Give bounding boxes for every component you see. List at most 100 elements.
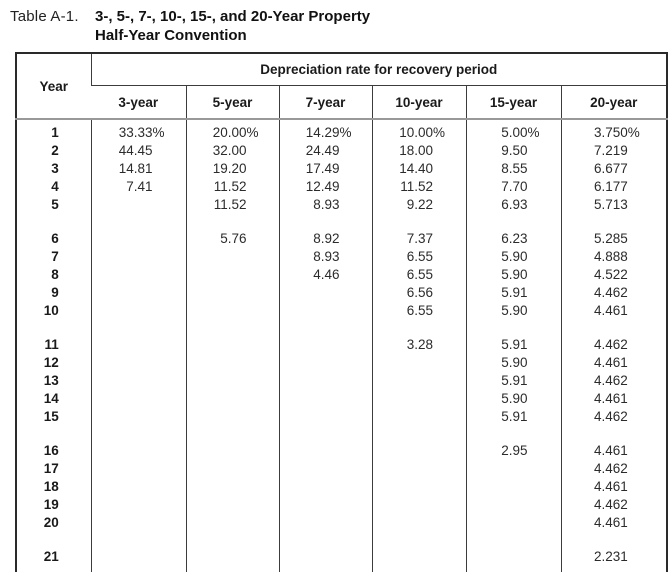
rate-cell	[278, 354, 372, 372]
rate-cell: 11.52	[185, 196, 279, 214]
column-header-3-year: 3-year	[91, 85, 186, 120]
group-spacer-row	[16, 532, 667, 548]
rate-cell: 2.231	[560, 548, 667, 572]
rate-cell	[90, 548, 186, 572]
spacer-cell	[371, 426, 466, 442]
rate-cell	[185, 460, 279, 478]
rate-cell: 7.37	[371, 230, 466, 248]
year-cell: 14	[43, 391, 59, 406]
column-header-20-year: 20-year	[560, 85, 667, 120]
rate-cell	[90, 248, 186, 266]
depreciation-table: Year Depreciation rate for recovery peri…	[15, 52, 668, 572]
table-row: 17 4.462	[16, 460, 667, 478]
rate-cell	[185, 442, 279, 460]
rate-cell	[185, 478, 279, 496]
rate-cell	[90, 372, 186, 390]
table-row: 2 44.45 32.00 24.49 18.00 9.50 7.219	[16, 142, 667, 160]
spacer-cell	[465, 320, 561, 336]
rate-cell: 14.29%	[278, 119, 372, 142]
spacer-cell	[465, 214, 561, 230]
rate-cell: 32.00	[185, 142, 279, 160]
table-title-label: Table A-1.	[10, 8, 79, 25]
table-row: 3 14.81 19.20 17.49 14.40 8.55 6.677	[16, 160, 667, 178]
spacer-cell	[465, 532, 561, 548]
rate-cell: 6.677	[560, 160, 667, 178]
rate-cell	[90, 196, 186, 214]
rate-cell: 11.52	[185, 178, 279, 196]
table-title: Table A-1. 3-, 5-, 7-, 10-, 15-, and 20-…	[0, 0, 670, 45]
table-row: 15 5.91 4.462	[16, 408, 667, 426]
rate-cell: 12.49	[278, 178, 372, 196]
rate-cell: 5.90	[465, 302, 561, 320]
rate-cell	[90, 266, 186, 284]
rate-cell: 2.95	[465, 442, 561, 460]
rate-cell	[465, 478, 561, 496]
column-header-7-year: 7-year	[278, 85, 372, 120]
rate-cell	[90, 408, 186, 426]
rate-cell	[278, 548, 372, 572]
rate-cell	[465, 514, 561, 532]
rate-cell: 8.93	[278, 248, 372, 266]
table-title-line-2: Half-Year Convention	[95, 27, 247, 44]
table-row: 8 4.46 6.55 5.90 4.522	[16, 266, 667, 284]
rate-cell: 4.46	[278, 266, 372, 284]
year-cell: 19	[43, 497, 59, 512]
rate-cell: 8.55	[465, 160, 561, 178]
year-cell: 17	[43, 461, 59, 476]
rate-cell: 4.522	[560, 266, 667, 284]
rate-cell	[371, 442, 466, 460]
rate-cell: 4.461	[560, 514, 667, 532]
year-cell: 4	[51, 179, 59, 194]
rate-cell	[371, 408, 466, 426]
rate-cell	[185, 302, 279, 320]
rate-cell: 4.462	[560, 284, 667, 302]
rate-cell: 7.70	[465, 178, 561, 196]
group-spacer-row	[16, 426, 667, 442]
rate-cell: 5.91	[465, 372, 561, 390]
rate-cell	[185, 336, 279, 354]
rate-cell: 24.49	[278, 142, 372, 160]
table-row: 13 5.91 4.462	[16, 372, 667, 390]
rate-cell	[278, 514, 372, 532]
rate-cell: 4.461	[560, 354, 667, 372]
spacer-cell	[560, 320, 667, 336]
rate-cell: 5.90	[465, 266, 561, 284]
rate-cell: 4.461	[560, 442, 667, 460]
spacer-cell	[90, 320, 186, 336]
year-cell: 9	[51, 285, 59, 300]
table-row: 14 5.90 4.461	[16, 390, 667, 408]
spacer-cell	[90, 426, 186, 442]
rate-cell	[185, 354, 279, 372]
spacer-cell	[16, 214, 91, 230]
rate-cell: 6.23	[465, 230, 561, 248]
spacer-cell	[185, 426, 279, 442]
rate-cell: 5.90	[465, 248, 561, 266]
rate-cell	[185, 372, 279, 390]
rate-cell	[185, 284, 279, 302]
table-title-text: 3-, 5-, 7-, 10-, 15-, and 20-Year Proper…	[95, 7, 370, 45]
year-cell: 7	[51, 249, 59, 264]
rate-cell	[185, 266, 279, 284]
rate-cell	[90, 336, 186, 354]
year-cell: 21	[43, 549, 59, 564]
table-row: 9 6.56 5.91 4.462	[16, 284, 667, 302]
year-cell: 2	[51, 143, 59, 158]
rate-cell: 44.45	[90, 142, 186, 160]
rate-cell: 10.00%	[371, 119, 466, 142]
column-header-15-year: 15-year	[465, 85, 561, 120]
table-body: 1 33.33% 20.00% 14.29% 10.00% 5.00% 3.750% 2 44.…	[16, 119, 667, 572]
rate-cell: 20.00%	[185, 119, 279, 142]
header-row-columns: 3-year 5-year 7-year 10-year 15-year 20-…	[16, 85, 667, 120]
rate-cell: 5.90	[465, 390, 561, 408]
rate-cell: 5.91	[465, 336, 561, 354]
year-cell: 16	[43, 443, 59, 458]
rate-cell: 5.285	[560, 230, 667, 248]
rate-cell	[465, 460, 561, 478]
year-cell: 1	[51, 125, 59, 140]
rate-cell	[185, 514, 279, 532]
rate-cell: 7.219	[560, 142, 667, 160]
spacer-cell	[90, 214, 186, 230]
year-cell: 5	[51, 197, 59, 212]
spacer-cell	[16, 426, 91, 442]
recovery-period-header: Depreciation rate for recovery period	[90, 53, 667, 86]
